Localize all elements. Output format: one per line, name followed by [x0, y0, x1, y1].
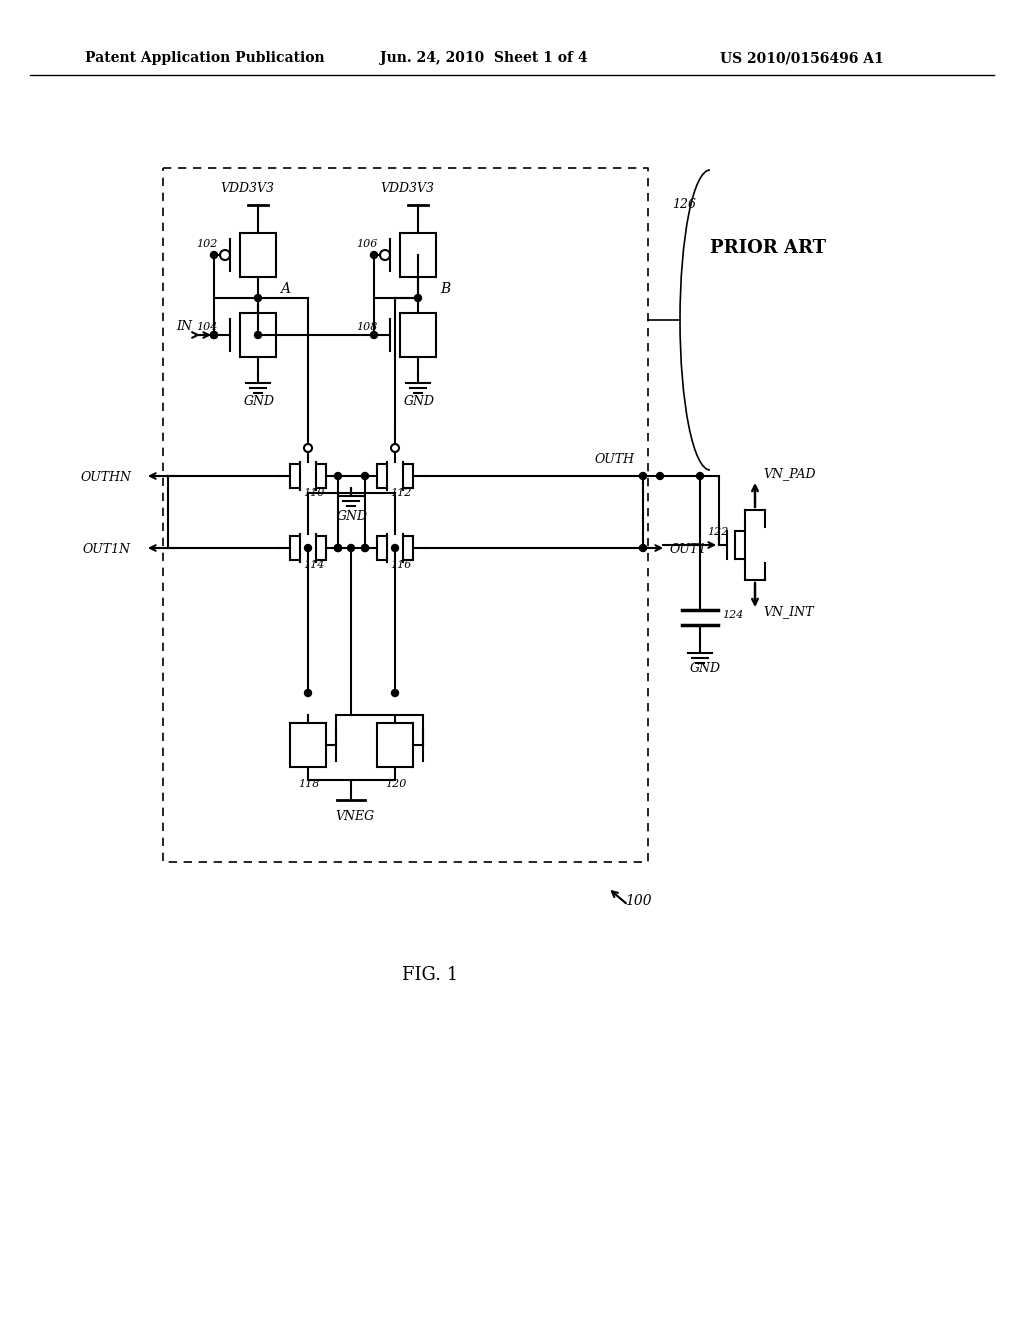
Circle shape [391, 544, 398, 552]
Text: 124: 124 [722, 610, 743, 620]
Circle shape [211, 252, 217, 259]
Text: VDD3V3: VDD3V3 [220, 182, 274, 195]
Circle shape [696, 473, 703, 479]
Circle shape [347, 544, 354, 552]
Text: 106: 106 [356, 239, 378, 249]
Text: 100: 100 [625, 894, 651, 908]
Text: US 2010/0156496 A1: US 2010/0156496 A1 [720, 51, 884, 65]
Text: 120: 120 [385, 779, 407, 789]
Circle shape [371, 252, 378, 259]
Text: VN_INT: VN_INT [763, 605, 814, 618]
Circle shape [371, 331, 378, 338]
Text: Jun. 24, 2010  Sheet 1 of 4: Jun. 24, 2010 Sheet 1 of 4 [380, 51, 588, 65]
Text: FIG. 1: FIG. 1 [401, 966, 458, 983]
Text: OUT1: OUT1 [670, 543, 708, 556]
Text: 112: 112 [390, 488, 412, 498]
Text: GND: GND [690, 663, 721, 675]
Text: 126: 126 [672, 198, 696, 211]
Circle shape [335, 544, 341, 552]
Text: OUTHN: OUTHN [81, 471, 132, 484]
Circle shape [304, 544, 311, 552]
Circle shape [656, 473, 664, 479]
Text: PRIOR ART: PRIOR ART [710, 239, 826, 257]
Circle shape [640, 473, 646, 479]
Text: 102: 102 [196, 239, 217, 249]
Text: A: A [280, 282, 290, 296]
Text: GND: GND [404, 395, 435, 408]
Text: GND: GND [244, 395, 275, 408]
Text: GND: GND [337, 510, 368, 523]
Circle shape [335, 544, 341, 552]
Circle shape [211, 331, 217, 338]
Circle shape [255, 331, 261, 338]
Circle shape [255, 294, 261, 301]
Circle shape [361, 544, 369, 552]
Text: B: B [440, 282, 451, 296]
Circle shape [361, 473, 369, 479]
Text: Patent Application Publication: Patent Application Publication [85, 51, 325, 65]
Text: 116: 116 [390, 560, 412, 570]
Text: 122: 122 [707, 527, 728, 537]
Circle shape [335, 473, 341, 479]
Circle shape [304, 689, 311, 697]
Text: VDD3V3: VDD3V3 [380, 182, 434, 195]
Text: IN: IN [176, 319, 193, 333]
Circle shape [415, 294, 422, 301]
Text: VN_PAD: VN_PAD [763, 467, 815, 480]
Text: OUT1N: OUT1N [83, 543, 131, 556]
Text: 108: 108 [356, 322, 378, 333]
Circle shape [391, 689, 398, 697]
Text: 114: 114 [303, 560, 325, 570]
Text: 118: 118 [298, 779, 319, 789]
Circle shape [211, 331, 217, 338]
Text: 110: 110 [303, 488, 325, 498]
Circle shape [640, 544, 646, 552]
Circle shape [361, 544, 369, 552]
Text: VNEG: VNEG [335, 810, 374, 822]
Text: OUTH: OUTH [595, 453, 635, 466]
Text: 104: 104 [196, 322, 217, 333]
